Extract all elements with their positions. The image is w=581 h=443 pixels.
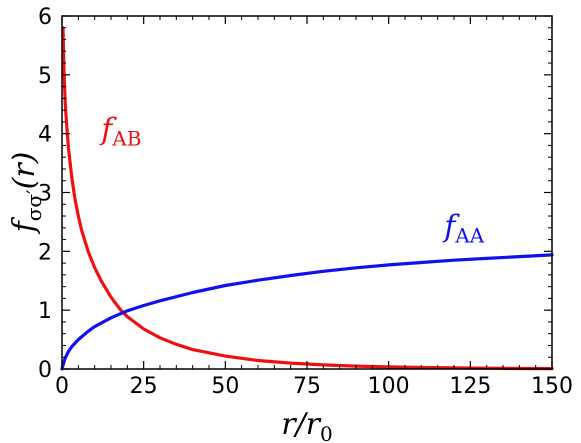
y-tick-label: 0 <box>38 358 52 383</box>
x-tick-label: 50 <box>211 374 239 399</box>
y-tick-label: 4 <box>38 123 52 148</box>
x-tick-label: 0 <box>55 374 69 399</box>
series-annotation-ab: fAB <box>99 113 141 151</box>
series-annotations: fAB fAA <box>99 113 485 248</box>
series-line-f-ab <box>61 26 554 371</box>
x-tick-label: 75 <box>293 374 321 399</box>
x-tick-label: 25 <box>130 374 158 399</box>
plot-area <box>60 26 554 371</box>
y-tick-label: 5 <box>38 64 52 89</box>
y-tick-label: 6 <box>38 5 52 30</box>
x-axis-label: r/r0 <box>281 407 333 443</box>
y-tick-label: 3 <box>38 182 52 207</box>
series-annotation-aa: fAA <box>442 210 485 248</box>
x-tick-label: 150 <box>531 374 573 399</box>
x-tick-label: 100 <box>368 374 410 399</box>
y-tick-label: 1 <box>38 299 52 324</box>
axis-ticks: 0 25 50 75 100 125 150 0 1 2 3 4 5 6 <box>38 5 573 399</box>
x-tick-label: 125 <box>449 374 491 399</box>
plot-frame <box>61 15 553 370</box>
y-axis-label: fσσ′(r) <box>7 152 46 235</box>
series-line-f-aa <box>60 253 554 371</box>
y-tick-label: 2 <box>38 240 52 265</box>
